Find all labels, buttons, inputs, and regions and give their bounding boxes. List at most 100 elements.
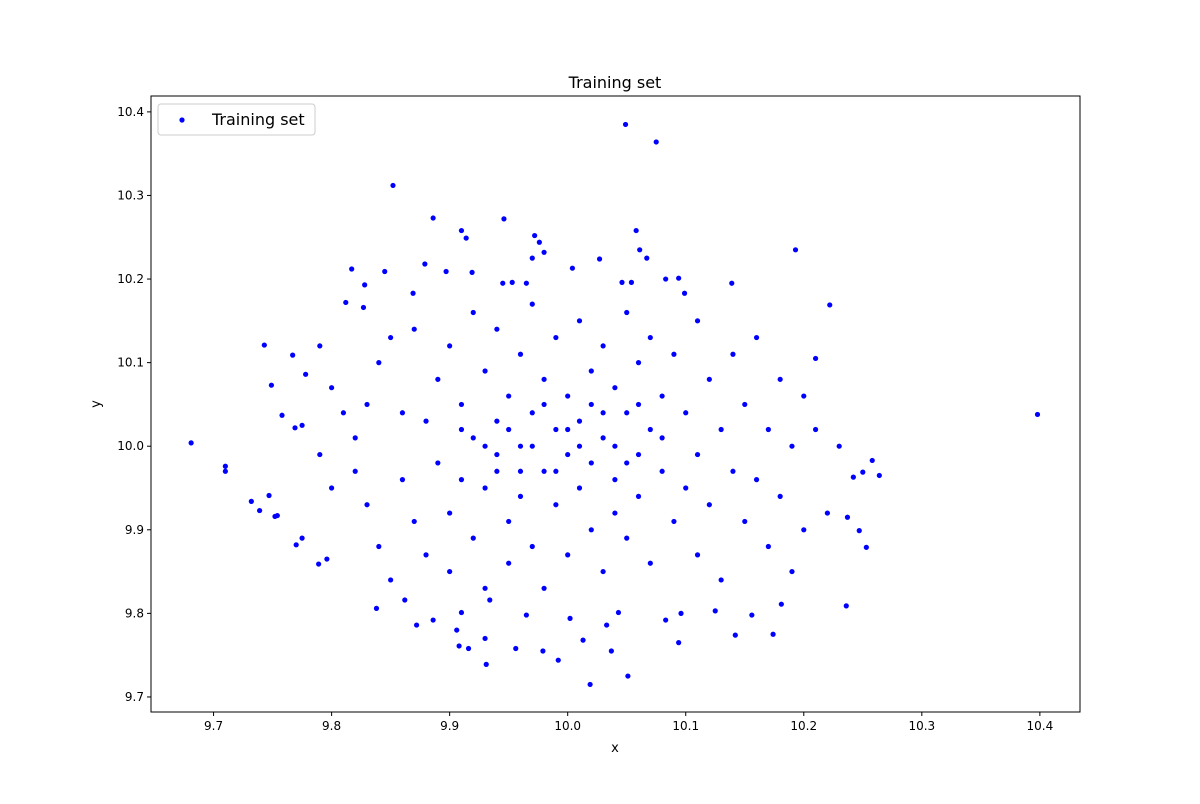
data-point bbox=[364, 502, 370, 508]
data-point bbox=[494, 418, 500, 424]
data-point bbox=[458, 477, 465, 483]
data-point bbox=[624, 460, 630, 466]
data-point bbox=[860, 469, 866, 475]
data-point bbox=[382, 268, 388, 275]
data-point bbox=[567, 615, 573, 621]
data-point bbox=[364, 401, 370, 408]
data-point bbox=[844, 514, 851, 520]
data-point bbox=[430, 215, 436, 221]
data-point bbox=[494, 326, 500, 332]
data-point bbox=[266, 492, 272, 499]
data-point bbox=[517, 351, 524, 357]
data-point bbox=[362, 282, 368, 288]
data-point bbox=[753, 334, 760, 341]
data-point bbox=[435, 376, 441, 382]
data-point bbox=[812, 426, 819, 433]
data-point bbox=[718, 426, 724, 433]
x-axis: 9.7 9.8 9.9 10.0 10.1 10.2 10.3 10.4 bbox=[204, 712, 1053, 733]
data-point bbox=[635, 493, 642, 499]
data-point bbox=[843, 603, 849, 609]
data-point bbox=[600, 343, 606, 349]
data-point bbox=[588, 368, 594, 374]
data-point bbox=[619, 279, 625, 285]
y-axis-label: y bbox=[89, 400, 104, 408]
data-point bbox=[635, 451, 642, 458]
data-point bbox=[694, 318, 701, 324]
data-point bbox=[501, 216, 507, 222]
data-point bbox=[458, 609, 465, 616]
data-point bbox=[529, 255, 535, 261]
data-point bbox=[706, 376, 712, 382]
data-point bbox=[352, 435, 358, 441]
data-point bbox=[624, 309, 630, 316]
y-tick-label: 10.0 bbox=[117, 439, 144, 453]
data-point bbox=[580, 637, 586, 643]
data-point bbox=[659, 435, 665, 441]
data-point bbox=[540, 648, 546, 654]
data-point bbox=[647, 560, 653, 566]
data-point bbox=[588, 401, 594, 408]
y-tick-label: 9.7 bbox=[125, 690, 144, 704]
x-tick-label: 10.2 bbox=[790, 719, 817, 733]
data-point bbox=[299, 422, 305, 428]
data-point bbox=[836, 443, 842, 449]
plot-area bbox=[150, 95, 1081, 713]
data-point bbox=[663, 617, 669, 623]
data-point bbox=[569, 265, 576, 271]
data-point bbox=[553, 468, 559, 474]
data-point bbox=[869, 457, 875, 464]
data-point bbox=[576, 485, 583, 491]
data-point bbox=[292, 425, 298, 431]
data-point bbox=[470, 535, 476, 541]
data-point bbox=[532, 232, 538, 239]
data-point bbox=[777, 493, 783, 499]
data-point bbox=[635, 401, 642, 408]
data-point bbox=[856, 528, 862, 534]
data-point bbox=[482, 585, 488, 591]
data-point bbox=[352, 468, 358, 474]
data-point bbox=[506, 518, 512, 525]
data-point bbox=[612, 443, 618, 449]
data-point bbox=[435, 460, 441, 466]
x-tick-label: 9.8 bbox=[322, 719, 341, 733]
data-point bbox=[624, 410, 630, 416]
data-point bbox=[536, 239, 542, 245]
data-point bbox=[343, 299, 349, 306]
data-point bbox=[509, 279, 515, 285]
data-point bbox=[222, 463, 228, 469]
data-point bbox=[329, 485, 335, 491]
data-point bbox=[256, 507, 263, 514]
data-point bbox=[801, 393, 807, 399]
data-point bbox=[676, 640, 682, 646]
data-point bbox=[596, 256, 603, 262]
data-point bbox=[635, 360, 642, 366]
data-point bbox=[376, 360, 382, 366]
data-point bbox=[388, 577, 394, 583]
data-point bbox=[663, 276, 669, 282]
data-point bbox=[317, 451, 323, 458]
data-point bbox=[279, 412, 285, 418]
data-point bbox=[622, 121, 629, 128]
data-point bbox=[633, 227, 639, 234]
data-point bbox=[293, 542, 299, 548]
x-tick-label: 10.3 bbox=[908, 719, 935, 733]
data-point bbox=[553, 502, 559, 508]
data-point bbox=[612, 510, 618, 516]
data-point bbox=[694, 451, 701, 458]
legend-marker bbox=[179, 117, 185, 123]
data-point bbox=[576, 318, 583, 324]
data-point bbox=[299, 535, 305, 541]
data-point bbox=[454, 627, 460, 633]
data-point bbox=[608, 648, 614, 654]
data-point bbox=[850, 474, 856, 480]
data-point bbox=[373, 605, 380, 611]
data-point bbox=[730, 351, 736, 357]
data-point bbox=[742, 401, 748, 408]
data-point bbox=[671, 351, 677, 357]
data-point bbox=[770, 631, 776, 637]
data-point bbox=[443, 268, 449, 275]
data-point bbox=[340, 410, 347, 416]
y-tick-label: 10.3 bbox=[117, 188, 144, 202]
data-point bbox=[411, 518, 417, 525]
